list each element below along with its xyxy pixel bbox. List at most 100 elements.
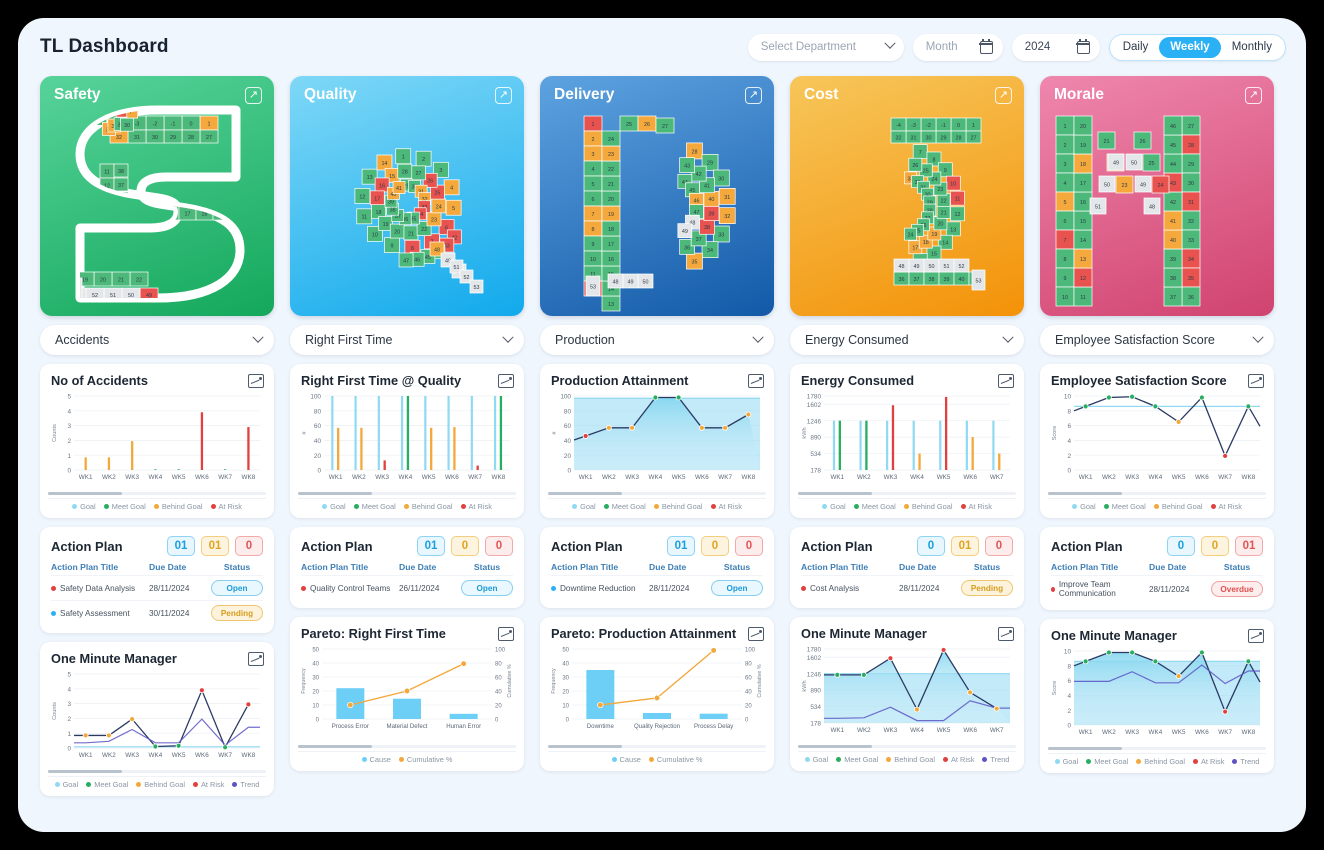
chart-scrollbar[interactable] bbox=[548, 492, 766, 495]
delivery-metric-select[interactable]: Production bbox=[540, 325, 774, 355]
counter-pending[interactable]: 0 bbox=[451, 536, 479, 556]
legend-item: Goal bbox=[1072, 502, 1096, 511]
morale-letter-card[interactable]: Morale ↗ 1 2 3 4 5 6 7 8 9 10 11 12 13 14 15 16 17 18 19 20… bbox=[1040, 76, 1274, 316]
svg-text:48: 48 bbox=[689, 221, 695, 227]
svg-text:0: 0 bbox=[745, 717, 749, 723]
chart-scrollbar[interactable] bbox=[48, 492, 266, 495]
dashboard-header: TL Dashboard Select Department Month 202… bbox=[18, 18, 1306, 76]
panel-header: Right First Time @ Quality bbox=[298, 373, 516, 390]
svg-text:49: 49 bbox=[445, 258, 451, 264]
counter-pending[interactable]: 0 bbox=[1201, 536, 1229, 556]
action-plan-row[interactable]: Safety Data Analysis 28/11/2024 Open bbox=[51, 575, 263, 600]
counter-overdue[interactable]: 0 bbox=[485, 536, 513, 556]
svg-text:80: 80 bbox=[314, 408, 322, 415]
period-option-monthly[interactable]: Monthly bbox=[1231, 40, 1272, 53]
svg-text:17: 17 bbox=[374, 196, 380, 202]
legend-item: Goal bbox=[322, 502, 346, 511]
svg-text:49: 49 bbox=[1113, 160, 1119, 166]
svg-text:32: 32 bbox=[724, 214, 730, 220]
chart-scrollbar[interactable] bbox=[298, 492, 516, 495]
cost-metric-select[interactable]: Energy Consumed bbox=[790, 325, 1024, 355]
svg-text:10: 10 bbox=[562, 703, 569, 709]
svg-text:20: 20 bbox=[608, 197, 614, 203]
counter-overdue[interactable]: 0 bbox=[735, 536, 763, 556]
expand-icon[interactable]: ↗ bbox=[245, 87, 262, 104]
svg-text:WK6: WK6 bbox=[1195, 729, 1209, 736]
action-plan-row[interactable]: Safety Assessment 30/11/2024 Pending bbox=[51, 600, 263, 625]
chart-type-icon[interactable] bbox=[1248, 373, 1264, 388]
expand-icon[interactable]: ↗ bbox=[745, 87, 762, 104]
counter-open[interactable]: 0 bbox=[1167, 536, 1195, 556]
counter-open[interactable]: 0 bbox=[917, 536, 945, 556]
period-toggle[interactable]: Daily Weekly Monthly bbox=[1108, 33, 1286, 61]
expand-icon[interactable]: ↗ bbox=[1245, 87, 1262, 104]
svg-text:28: 28 bbox=[1188, 143, 1194, 149]
counter-overdue[interactable]: 0 bbox=[235, 536, 263, 556]
svg-text:40: 40 bbox=[1170, 238, 1176, 244]
svg-text:16: 16 bbox=[1080, 200, 1086, 206]
svg-text:29: 29 bbox=[941, 135, 947, 141]
chart-type-icon[interactable] bbox=[748, 373, 764, 388]
svg-text:24: 24 bbox=[907, 233, 913, 239]
month-select[interactable]: Month bbox=[912, 33, 1003, 61]
chart-type-icon[interactable] bbox=[248, 651, 264, 666]
chart-type-icon[interactable] bbox=[998, 626, 1014, 641]
chart-scrollbar[interactable] bbox=[798, 492, 1016, 495]
legend-swatch bbox=[86, 782, 92, 787]
panel-header: One Minute Manager bbox=[48, 651, 266, 668]
svg-text:32: 32 bbox=[896, 135, 902, 141]
safety-letter-card[interactable]: Safety ↗ 10-1-2-3-4272829303132789103332… bbox=[40, 76, 274, 316]
quality-letter-card[interactable]: Quality ↗ 123456789101112131415161718192… bbox=[290, 76, 524, 316]
morale-metric-select[interactable]: Employee Satisfaction Score bbox=[1040, 325, 1274, 355]
chart-type-icon[interactable] bbox=[248, 373, 264, 388]
delivery-letter-card[interactable]: Delivery ↗ 12345678910111213141516171819… bbox=[540, 76, 774, 316]
chart-scrollbar[interactable] bbox=[48, 770, 266, 773]
chart-type-icon[interactable] bbox=[748, 626, 764, 641]
counter-pending[interactable]: 01 bbox=[201, 536, 229, 556]
department-select[interactable]: Select Department bbox=[747, 33, 904, 61]
chart-type-icon[interactable] bbox=[498, 373, 514, 388]
svg-text:WK6: WK6 bbox=[963, 474, 977, 481]
safety-metric-select[interactable]: Accidents bbox=[40, 325, 274, 355]
expand-icon[interactable]: ↗ bbox=[495, 87, 512, 104]
legend-item: At Risk bbox=[460, 502, 492, 511]
svg-text:29: 29 bbox=[404, 183, 410, 189]
svg-text:28: 28 bbox=[691, 149, 697, 155]
svg-text:40: 40 bbox=[564, 438, 572, 445]
counter-pending[interactable]: 0 bbox=[701, 536, 729, 556]
expand-icon[interactable]: ↗ bbox=[995, 87, 1012, 104]
action-plan-row[interactable]: Quality Control Teams 26/11/2024 Open bbox=[301, 575, 513, 600]
counter-open[interactable]: 01 bbox=[417, 536, 445, 556]
counter-overdue[interactable]: 0 bbox=[985, 536, 1013, 556]
svg-text:18: 18 bbox=[376, 210, 382, 216]
chart-type-icon[interactable] bbox=[1248, 628, 1264, 643]
chart-scrollbar[interactable] bbox=[1048, 492, 1266, 495]
legend-swatch bbox=[1086, 759, 1092, 764]
counter-open[interactable]: 01 bbox=[667, 536, 695, 556]
svg-text:32: 32 bbox=[1188, 219, 1194, 225]
svg-text:WK2: WK2 bbox=[857, 474, 871, 481]
action-plan-row[interactable]: Cost Analysis 28/11/2024 Pending bbox=[801, 575, 1013, 600]
counter-open[interactable]: 01 bbox=[167, 536, 195, 556]
cost-letter-card[interactable]: Cost ↗ 1 0 -1 -2 -3 -4 27 28 29 30 31 32 7 8 9 10 11 12 13… bbox=[790, 76, 1024, 316]
action-plan-header: Action Plan 01 0 0 bbox=[551, 536, 763, 556]
period-option-daily[interactable]: Daily bbox=[1122, 40, 1149, 53]
action-plan-row[interactable]: Improve Team Communication 28/11/2024 Ov… bbox=[1051, 575, 1263, 602]
svg-text:-2: -2 bbox=[153, 121, 158, 127]
period-option-weekly[interactable]: Weekly bbox=[1159, 36, 1221, 58]
safety-omm-panel: One Minute Manager 0 1 2 3 4 5 Counts WK1 WK2 WK3… bbox=[40, 642, 274, 796]
chart-type-icon[interactable] bbox=[498, 626, 514, 641]
chart-scrollbar[interactable] bbox=[798, 745, 1016, 748]
quality-metric-select[interactable]: Right First Time bbox=[290, 325, 524, 355]
cost-omm-panel: One Minute Manager 178 534 890 1246 1602 1780… bbox=[790, 617, 1024, 771]
chart-scrollbar[interactable] bbox=[1048, 747, 1266, 750]
chart-scrollbar[interactable] bbox=[548, 745, 766, 748]
svg-text:WK1: WK1 bbox=[79, 752, 93, 759]
svg-text:4: 4 bbox=[1064, 181, 1067, 187]
counter-overdue[interactable]: 01 bbox=[1235, 536, 1263, 556]
counter-pending[interactable]: 01 bbox=[951, 536, 979, 556]
year-select[interactable]: 2024 bbox=[1011, 33, 1100, 61]
chart-scrollbar[interactable] bbox=[298, 745, 516, 748]
action-plan-row[interactable]: Downtime Reduction 28/11/2024 Open bbox=[551, 575, 763, 600]
chart-type-icon[interactable] bbox=[998, 373, 1014, 388]
